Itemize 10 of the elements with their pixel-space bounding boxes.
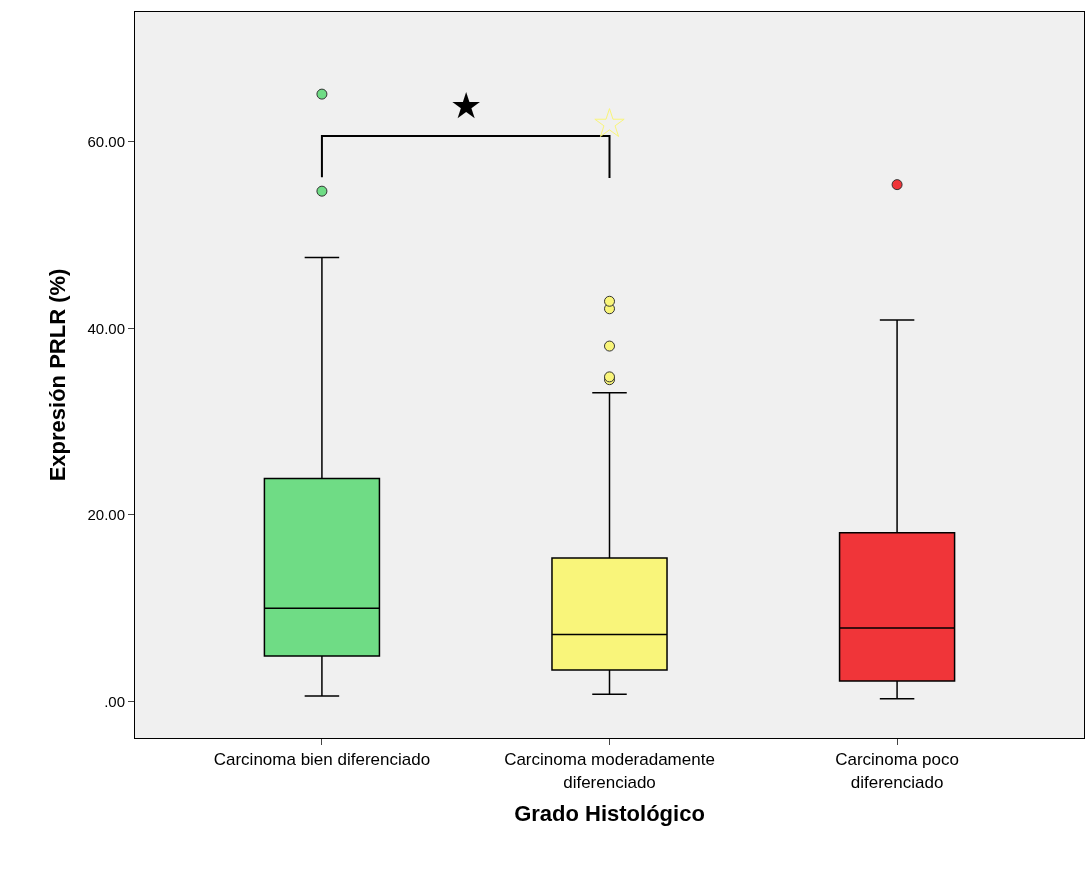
x-tick-label: Carcinoma poco diferenciado: [835, 750, 959, 792]
x-axis-title: Grado Histológico: [514, 801, 705, 827]
y-tick-label: 60.00: [87, 132, 125, 150]
y-tick-label: 20.00: [87, 506, 125, 524]
annotation: ★: [450, 85, 483, 126]
y-tick-label: 40.00: [87, 319, 125, 337]
y-tick-label: .00: [104, 692, 125, 710]
y-axis-title: Expresión PRLR (%): [45, 268, 71, 482]
x-tick-label: Carcinoma moderadamente diferenciado: [504, 750, 715, 792]
x-tick-label: Carcinoma bien diferenciado: [213, 750, 431, 770]
